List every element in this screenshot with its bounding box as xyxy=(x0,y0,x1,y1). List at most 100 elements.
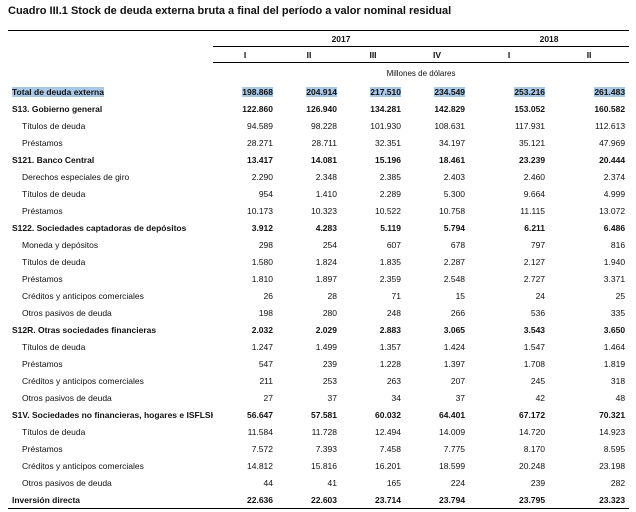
item-row: Otros pasivos de deuda 44 41 165 224 239 282 xyxy=(8,474,629,491)
row-label: S122. Sociedades captadoras de depósitos xyxy=(12,222,187,233)
value: 5.300 xyxy=(443,188,466,199)
row-label-cell: Créditos y anticipos comerciales xyxy=(8,372,213,389)
year-header: 2017 xyxy=(213,30,470,47)
value: 1.464 xyxy=(603,341,626,352)
value-cell: 160.582 xyxy=(549,100,629,117)
value-cell: 254 xyxy=(277,236,341,253)
row-label-cell: Títulos de deuda xyxy=(8,423,213,440)
item-row: Moneda y depósitos 298 254 607 678 797 816 xyxy=(8,236,629,253)
value: 101.930 xyxy=(370,120,401,131)
value: 282 xyxy=(610,477,626,488)
value-cell: 34.197 xyxy=(405,134,469,151)
item-row: Préstamos 1.810 1.897 2.359 2.548 2.727 3.371 xyxy=(8,270,629,287)
value-cell: 2.385 xyxy=(341,168,405,185)
value: 2.290 xyxy=(251,171,273,182)
value-cell: 153.052 xyxy=(469,100,549,117)
value-cell: 2.403 xyxy=(405,168,469,185)
value-cell: 8.595 xyxy=(549,440,629,457)
row-label-cell: Títulos de deuda xyxy=(8,338,213,355)
value-cell: 94.589 xyxy=(213,117,277,134)
value-cell: 14.812 xyxy=(213,457,277,474)
value: 318 xyxy=(610,375,626,386)
value-cell: 14.081 xyxy=(277,151,341,168)
blank-cell xyxy=(8,63,213,84)
value: 1.424 xyxy=(443,341,466,352)
value: 23.198 xyxy=(599,460,626,471)
item-row: Préstamos 10.173 10.323 10.522 10.758 11.115 1… xyxy=(8,202,629,219)
value-cell: 2.548 xyxy=(405,270,469,287)
value: 10.323 xyxy=(311,205,337,216)
unit-label: Millones de dólares xyxy=(386,68,456,78)
value-cell: 2.359 xyxy=(341,270,405,287)
value-cell: 22.636 xyxy=(213,491,277,509)
value-cell: 10.522 xyxy=(341,202,405,219)
value-cell: 2.460 xyxy=(469,168,549,185)
row-label-cell: Títulos de deuda xyxy=(8,117,213,134)
value: 126.940 xyxy=(306,103,337,114)
value-cell: 98.228 xyxy=(277,117,341,134)
value: 23.239 xyxy=(519,154,546,165)
row-label: Créditos y anticipos comerciales xyxy=(22,375,144,386)
value-cell: 1.547 xyxy=(469,338,549,355)
table-body: 2017 2018 I II III IV I II Millones de dólares To… xyxy=(8,30,630,509)
value: 8.595 xyxy=(603,443,626,454)
item-row: Otros pasivos de deuda 198 280 248 266 536 335 xyxy=(8,304,629,321)
value: 24 xyxy=(535,290,546,301)
value: 3.371 xyxy=(603,273,626,284)
item-row: Títulos de deuda 94.589 98.228 101.930 108.6… xyxy=(8,117,629,134)
value: 122.860 xyxy=(242,103,273,114)
row-label: Títulos de deuda xyxy=(22,120,86,131)
value: 71 xyxy=(391,290,401,301)
value: 12.494 xyxy=(375,426,401,437)
value-cell: 71 xyxy=(341,287,405,304)
value-cell: 122.860 xyxy=(213,100,277,117)
value: 41 xyxy=(327,477,337,488)
value-cell: 165 xyxy=(341,474,405,491)
value: 142.829 xyxy=(434,103,466,114)
item-row: Créditos y anticipos comerciales 211 253 26… xyxy=(8,372,629,389)
value-cell: 23.239 xyxy=(469,151,549,168)
debt-table: 2017 2018 I II III IV I II Millones de dólares To… xyxy=(8,30,630,509)
value-cell: 15.816 xyxy=(277,457,341,474)
value: 239 xyxy=(530,477,546,488)
value: 37 xyxy=(327,392,337,403)
group-row: S121. Banco Central 13.417 14.081 15.196 18.… xyxy=(8,151,629,168)
value: 60.032 xyxy=(375,409,401,420)
value: 2.727 xyxy=(523,273,546,284)
value: 14.812 xyxy=(247,460,273,471)
value: 1.824 xyxy=(315,256,337,267)
value-cell: 318 xyxy=(549,372,629,389)
item-row: Títulos de deuda 11.584 11.728 12.494 14.009… xyxy=(8,423,629,440)
row-label-cell: Inversión directa xyxy=(8,491,213,509)
row-label-cell: S13. Gobierno general xyxy=(8,100,213,117)
value-cell: 34 xyxy=(341,389,405,406)
value-cell: 536 xyxy=(469,304,549,321)
value-cell: 35.121 xyxy=(469,134,549,151)
value-cell: 2.287 xyxy=(405,253,469,270)
value: 28.271 xyxy=(247,137,273,148)
row-label-cell: Derechos especiales de giro xyxy=(8,168,213,185)
value-cell: 6.211 xyxy=(469,219,549,236)
value: 7.458 xyxy=(379,443,401,454)
value: 298 xyxy=(258,239,273,250)
value-cell: 2.032 xyxy=(213,321,277,338)
value-cell: 678 xyxy=(405,236,469,253)
value-cell: 18.599 xyxy=(405,457,469,474)
value-cell: 23.714 xyxy=(341,491,405,509)
value: 70.321 xyxy=(599,409,626,420)
row-label-cell: Títulos de deuda xyxy=(8,185,213,202)
value: 64.401 xyxy=(439,409,466,420)
value: 32.351 xyxy=(375,137,401,148)
value: 67.172 xyxy=(519,409,546,420)
value: 1.499 xyxy=(315,341,337,352)
value: 7.572 xyxy=(251,443,273,454)
value: 816 xyxy=(610,239,626,250)
quarter-header: II xyxy=(277,46,341,63)
value-cell: 8.170 xyxy=(469,440,549,457)
row-label-cell: S1V. Sociedades no financieras, hogares … xyxy=(8,406,213,423)
value-cell: 11.115 xyxy=(469,202,549,219)
value-cell: 5.300 xyxy=(405,185,469,202)
row-label-cell: S12R. Otras sociedades financieras xyxy=(8,321,213,338)
value: 198.868 xyxy=(242,86,273,97)
